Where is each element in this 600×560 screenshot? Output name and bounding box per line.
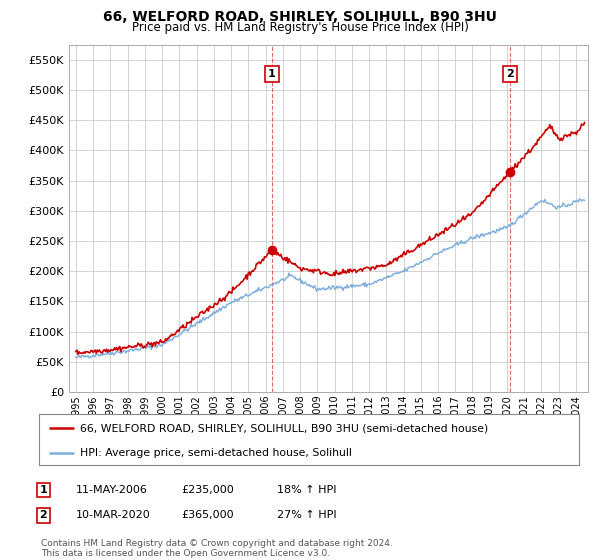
Text: 2: 2 — [506, 69, 514, 80]
Text: 66, WELFORD ROAD, SHIRLEY, SOLIHULL, B90 3HU: 66, WELFORD ROAD, SHIRLEY, SOLIHULL, B90… — [103, 10, 497, 24]
Text: 66, WELFORD ROAD, SHIRLEY, SOLIHULL, B90 3HU (semi-detached house): 66, WELFORD ROAD, SHIRLEY, SOLIHULL, B90… — [79, 423, 488, 433]
Text: 10-MAR-2020: 10-MAR-2020 — [76, 510, 151, 520]
Text: 2: 2 — [40, 510, 47, 520]
Text: Price paid vs. HM Land Registry's House Price Index (HPI): Price paid vs. HM Land Registry's House … — [131, 21, 469, 34]
Text: 27% ↑ HPI: 27% ↑ HPI — [277, 510, 337, 520]
Text: 18% ↑ HPI: 18% ↑ HPI — [277, 485, 337, 495]
Text: £365,000: £365,000 — [181, 510, 234, 520]
Text: HPI: Average price, semi-detached house, Solihull: HPI: Average price, semi-detached house,… — [79, 447, 352, 458]
Text: 1: 1 — [268, 69, 276, 80]
Text: 11-MAY-2006: 11-MAY-2006 — [76, 485, 148, 495]
Text: 1: 1 — [40, 485, 47, 495]
Text: £235,000: £235,000 — [181, 485, 234, 495]
Text: Contains HM Land Registry data © Crown copyright and database right 2024.
This d: Contains HM Land Registry data © Crown c… — [41, 539, 392, 558]
